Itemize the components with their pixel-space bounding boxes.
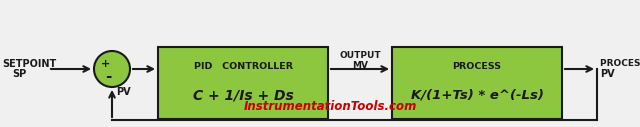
Text: PROCESS: PROCESS <box>452 62 502 71</box>
Text: PID   CONTROLLER: PID CONTROLLER <box>193 62 292 71</box>
Text: PROCESS VALUE: PROCESS VALUE <box>600 59 640 67</box>
FancyBboxPatch shape <box>392 47 562 119</box>
Circle shape <box>94 51 130 87</box>
Text: InstrumentationTools.com: InstrumentationTools.com <box>243 100 417 114</box>
FancyBboxPatch shape <box>158 47 328 119</box>
Text: MV: MV <box>352 60 368 69</box>
Text: PV: PV <box>116 87 131 97</box>
Text: +: + <box>100 59 109 69</box>
Text: -: - <box>105 69 111 84</box>
Text: C + 1/Is + Ds: C + 1/Is + Ds <box>193 88 293 102</box>
Text: K/(1+Ts) * e^(-Ls): K/(1+Ts) * e^(-Ls) <box>411 89 543 102</box>
Text: SETPOINT: SETPOINT <box>2 59 56 69</box>
Text: OUTPUT: OUTPUT <box>339 52 381 60</box>
Text: SP: SP <box>12 69 26 79</box>
Text: PV: PV <box>600 69 614 79</box>
